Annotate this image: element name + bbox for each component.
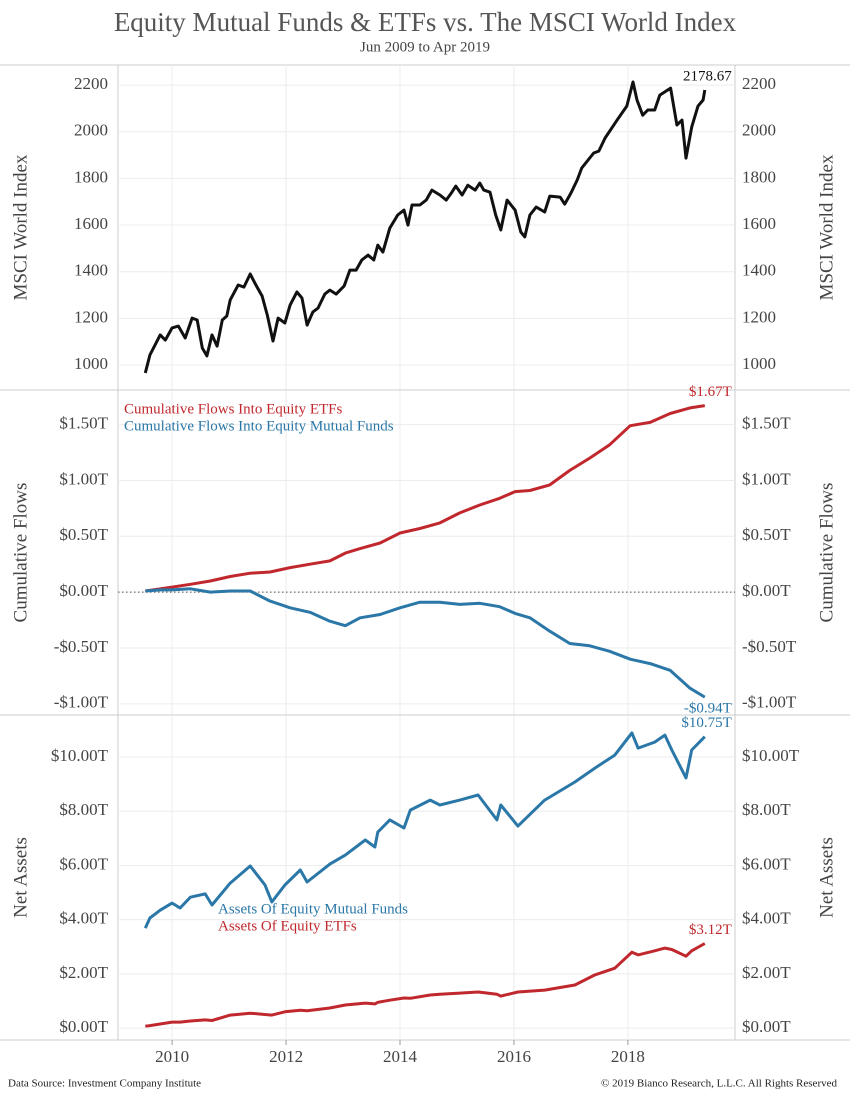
y2-tick-label: $10.00T	[742, 746, 800, 765]
x-tick-label: 2014	[383, 1047, 418, 1066]
y-tick-label: $8.00T	[59, 800, 108, 819]
y2-tick-label: $0.50T	[742, 525, 791, 544]
y2-tick-label: 1400	[742, 261, 776, 280]
x-tick-label: 2018	[611, 1047, 645, 1066]
y2-axis-title: Net Assets	[816, 837, 837, 918]
source-note: Data Source: Investment Company Institut…	[8, 1078, 201, 1090]
y-tick-label: 2200	[74, 74, 108, 93]
x-tick-label: 2016	[497, 1047, 531, 1066]
y2-tick-label: $0.00T	[742, 581, 791, 600]
series-line	[145, 587, 706, 699]
y2-tick-label: $2.00T	[742, 963, 791, 982]
y-tick-label: -$0.50T	[54, 637, 109, 656]
y-tick-label: $2.00T	[59, 963, 108, 982]
legend-label: Assets Of Equity ETFs	[218, 918, 357, 934]
y2-tick-label: 1000	[742, 354, 776, 373]
series-line	[145, 404, 706, 593]
series-line	[145, 942, 706, 1028]
y2-tick-label: $6.00T	[742, 854, 791, 873]
y-tick-label: -$1.00T	[54, 693, 109, 712]
end-value-label: $3.12T	[689, 922, 732, 938]
y-tick-label: $1.00T	[59, 469, 108, 488]
chart-title: Equity Mutual Funds & ETFs vs. The MSCI …	[114, 7, 737, 37]
y-tick-label: 1600	[74, 214, 108, 233]
y-tick-label: 1400	[74, 261, 108, 280]
y-tick-label: $0.00T	[59, 581, 108, 600]
y-tick-label: $0.50T	[59, 525, 108, 544]
y-tick-label: $6.00T	[59, 854, 108, 873]
y2-tick-label: 1200	[742, 307, 776, 326]
end-value-label: $1.67T	[689, 384, 732, 400]
y-tick-label: 2000	[74, 121, 108, 140]
end-value-label: 2178.67	[683, 68, 732, 84]
y-axis-title: Net Assets	[10, 837, 31, 918]
series-line	[143, 731, 706, 929]
y-tick-label: $10.00T	[51, 746, 109, 765]
x-tick-label: 2010	[155, 1047, 189, 1066]
y2-axis-title: Cumulative Flows	[816, 483, 837, 623]
y2-tick-label: 1600	[742, 214, 776, 233]
y2-tick-label: $1.50T	[742, 414, 791, 433]
y-tick-label: $0.00T	[59, 1017, 108, 1036]
y-axis-title: Cumulative Flows	[10, 483, 31, 623]
copyright-note: © 2019 Bianco Research, L.L.C. All Right…	[601, 1078, 837, 1090]
y-tick-label: $4.00T	[59, 909, 108, 928]
y2-tick-label: $4.00T	[742, 909, 791, 928]
end-value-label: -$0.94T	[684, 701, 732, 717]
y-axis-title: MSCI World Index	[10, 154, 31, 300]
y-tick-label: 1200	[74, 307, 108, 326]
y2-tick-label: $0.00T	[742, 1017, 791, 1036]
legend-label: Cumulative Flows Into Equity Mutual Fund…	[124, 418, 394, 434]
y-tick-label: $1.50T	[59, 414, 108, 433]
y2-tick-label: 2000	[742, 121, 776, 140]
x-tick-label: 2012	[269, 1047, 303, 1066]
y-tick-label: 1000	[74, 354, 108, 373]
y2-tick-label: $8.00T	[742, 800, 791, 819]
y-tick-label: 1800	[74, 167, 108, 186]
y2-axis-title: MSCI World Index	[816, 154, 837, 300]
y2-tick-label: -$0.50T	[742, 637, 797, 656]
y2-tick-label: $1.00T	[742, 469, 791, 488]
y2-tick-label: -$1.00T	[742, 693, 797, 712]
y2-tick-label: 2200	[742, 74, 776, 93]
end-value-label: $10.75T	[681, 715, 731, 731]
y2-tick-label: 1800	[742, 167, 776, 186]
chart-subtitle: Jun 2009 to Apr 2019	[360, 39, 490, 55]
series-line	[143, 80, 707, 374]
legend-label: Assets Of Equity Mutual Funds	[218, 901, 408, 917]
legend-label: Cumulative Flows Into Equity ETFs	[124, 401, 342, 417]
